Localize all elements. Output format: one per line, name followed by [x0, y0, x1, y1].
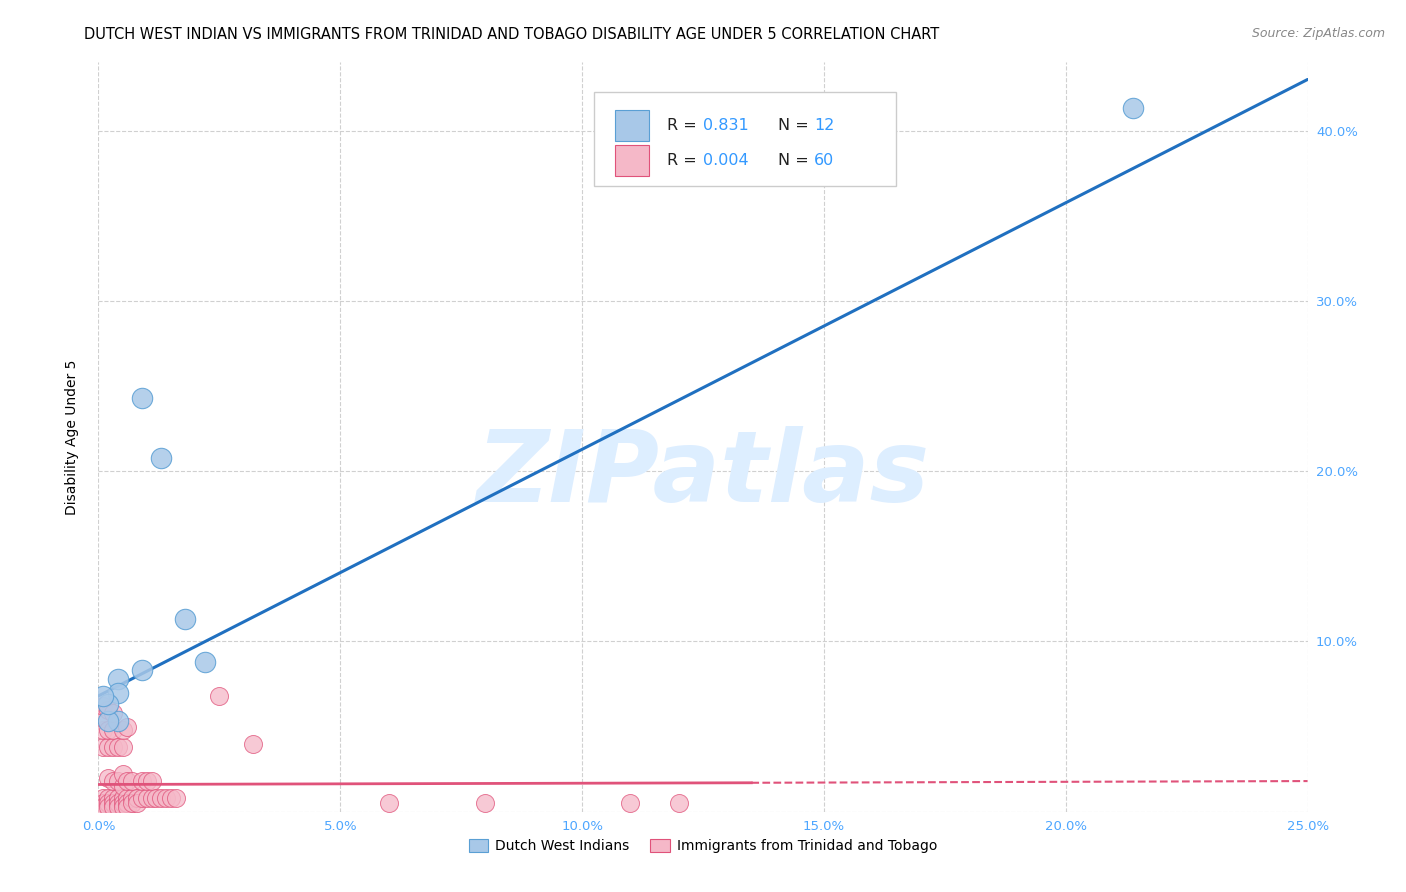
Legend: Dutch West Indians, Immigrants from Trinidad and Tobago: Dutch West Indians, Immigrants from Trin… — [464, 833, 942, 859]
Point — [160, 791, 183, 805]
Point — [619, 796, 641, 810]
Point — [97, 771, 120, 785]
FancyBboxPatch shape — [614, 110, 648, 141]
Point — [107, 799, 129, 814]
Point — [101, 774, 124, 789]
Point — [111, 779, 134, 793]
Point — [117, 791, 139, 805]
Text: R =: R = — [666, 153, 702, 168]
Point — [242, 737, 264, 751]
Point — [91, 689, 114, 703]
Point — [91, 791, 114, 805]
Point — [141, 774, 163, 789]
Point — [165, 791, 187, 805]
Point — [91, 723, 114, 737]
Point — [101, 739, 124, 754]
Text: 0.831: 0.831 — [703, 118, 749, 133]
Point — [91, 699, 114, 714]
Point — [1122, 102, 1144, 116]
Point — [111, 799, 134, 814]
Point — [141, 791, 163, 805]
Point — [117, 799, 139, 814]
Point — [668, 796, 690, 810]
Point — [97, 698, 120, 712]
Point — [150, 791, 173, 805]
Point — [101, 799, 124, 814]
Point — [97, 723, 120, 737]
Text: 12: 12 — [814, 118, 835, 133]
Point — [91, 796, 114, 810]
Point — [131, 391, 153, 405]
Point — [107, 791, 129, 805]
Y-axis label: Disability Age Under 5: Disability Age Under 5 — [65, 359, 79, 515]
Point — [208, 689, 231, 703]
Text: Source: ZipAtlas.com: Source: ZipAtlas.com — [1251, 27, 1385, 40]
Point — [97, 791, 120, 805]
Point — [97, 714, 120, 729]
FancyBboxPatch shape — [614, 145, 648, 177]
Text: N =: N = — [778, 118, 814, 133]
Text: ZIPatlas: ZIPatlas — [477, 426, 929, 523]
Point — [174, 612, 197, 626]
Point — [111, 767, 134, 781]
Point — [135, 774, 157, 789]
Point — [97, 739, 120, 754]
Point — [377, 796, 399, 810]
Point — [97, 702, 120, 716]
Point — [111, 796, 134, 810]
Point — [117, 796, 139, 810]
Point — [121, 791, 143, 805]
Point — [131, 774, 153, 789]
Point — [155, 791, 177, 805]
Point — [145, 791, 167, 805]
Point — [111, 739, 134, 754]
Point — [107, 714, 129, 729]
Point — [111, 791, 134, 805]
Point — [135, 791, 157, 805]
Point — [127, 796, 149, 810]
Text: R =: R = — [666, 118, 702, 133]
Text: DUTCH WEST INDIAN VS IMMIGRANTS FROM TRINIDAD AND TOBAGO DISABILITY AGE UNDER 5 : DUTCH WEST INDIAN VS IMMIGRANTS FROM TRI… — [84, 27, 939, 42]
Point — [97, 799, 120, 814]
Point — [91, 799, 114, 814]
Point — [150, 450, 173, 465]
Point — [101, 706, 124, 720]
Point — [117, 774, 139, 789]
Point — [107, 672, 129, 686]
Point — [101, 791, 124, 805]
Point — [194, 655, 217, 669]
Point — [131, 664, 153, 678]
Text: 0.004: 0.004 — [703, 153, 748, 168]
Point — [107, 685, 129, 699]
Point — [107, 739, 129, 754]
Point — [101, 723, 124, 737]
Point — [107, 774, 129, 789]
FancyBboxPatch shape — [595, 93, 897, 186]
Text: 60: 60 — [814, 153, 835, 168]
Text: N =: N = — [778, 153, 814, 168]
Point — [107, 796, 129, 810]
Point — [97, 796, 120, 810]
Point — [91, 711, 114, 725]
Point — [101, 796, 124, 810]
Point — [111, 723, 134, 737]
Point — [121, 774, 143, 789]
Point — [91, 739, 114, 754]
Point — [131, 791, 153, 805]
Point — [121, 796, 143, 810]
Point — [474, 796, 496, 810]
Point — [127, 791, 149, 805]
Point — [117, 720, 139, 734]
